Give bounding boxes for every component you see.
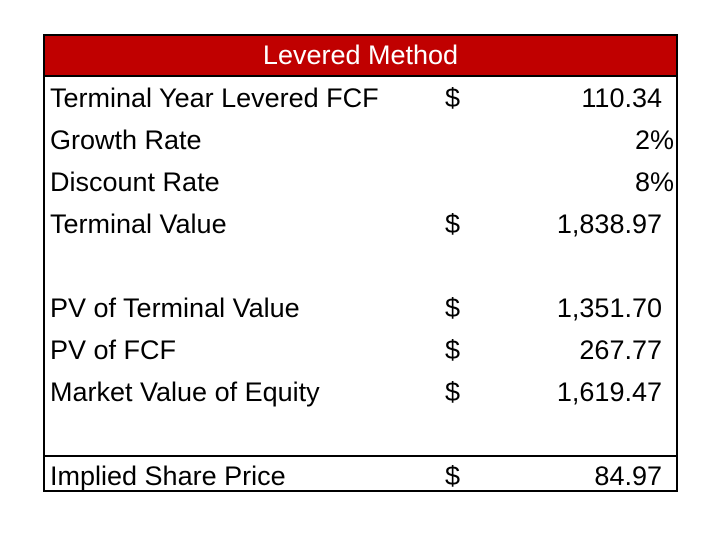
table-header: Levered Method: [45, 36, 676, 77]
row-pv-fcf: PV of FCF $ 267.77: [45, 329, 676, 371]
row-label: PV of FCF: [50, 335, 177, 365]
row-discount-rate: Discount Rate 8%: [45, 161, 676, 203]
currency-symbol: $: [445, 335, 461, 365]
currency-symbol: $: [445, 209, 461, 239]
row-label: PV of Terminal Value: [50, 293, 300, 323]
row-value: 84.97: [594, 461, 662, 491]
row-value: 2%: [634, 125, 674, 155]
row-label: Market Value of Equity: [50, 377, 320, 407]
row-value: 1,838.97: [556, 209, 662, 239]
row-terminal-year-levered-fcf: Terminal Year Levered FCF $ 110.34: [45, 77, 676, 119]
row-label: Implied Share Price: [50, 461, 286, 491]
row-label: Terminal Year Levered FCF: [50, 83, 379, 113]
currency-symbol: $: [445, 461, 461, 491]
blank-row: [45, 413, 676, 455]
row-value: 267.77: [579, 335, 662, 365]
row-label: Discount Rate: [50, 167, 220, 197]
row-value: 110.34: [581, 83, 662, 113]
row-label: Growth Rate: [50, 125, 202, 155]
row-market-value-equity: Market Value of Equity $ 1,619.47: [45, 371, 676, 413]
table-title: Levered Method: [262, 40, 459, 70]
currency-symbol: $: [445, 377, 461, 407]
row-implied-share-price: Implied Share Price $ 84.97: [45, 455, 676, 496]
row-terminal-value: Terminal Value $ 1,838.97: [45, 203, 676, 245]
currency-symbol: $: [445, 293, 461, 323]
row-pv-terminal-value: PV of Terminal Value $ 1,351.70: [45, 287, 676, 329]
currency-symbol: $: [445, 83, 461, 113]
row-growth-rate: Growth Rate 2%: [45, 119, 676, 161]
blank-row: [45, 245, 676, 287]
levered-method-table: Levered Method Terminal Year Levered FCF…: [43, 34, 678, 492]
row-value: 1,351.70: [556, 293, 662, 323]
row-value: 1,619.47: [556, 377, 662, 407]
row-label: Terminal Value: [50, 209, 227, 239]
row-value: 8%: [634, 167, 674, 197]
